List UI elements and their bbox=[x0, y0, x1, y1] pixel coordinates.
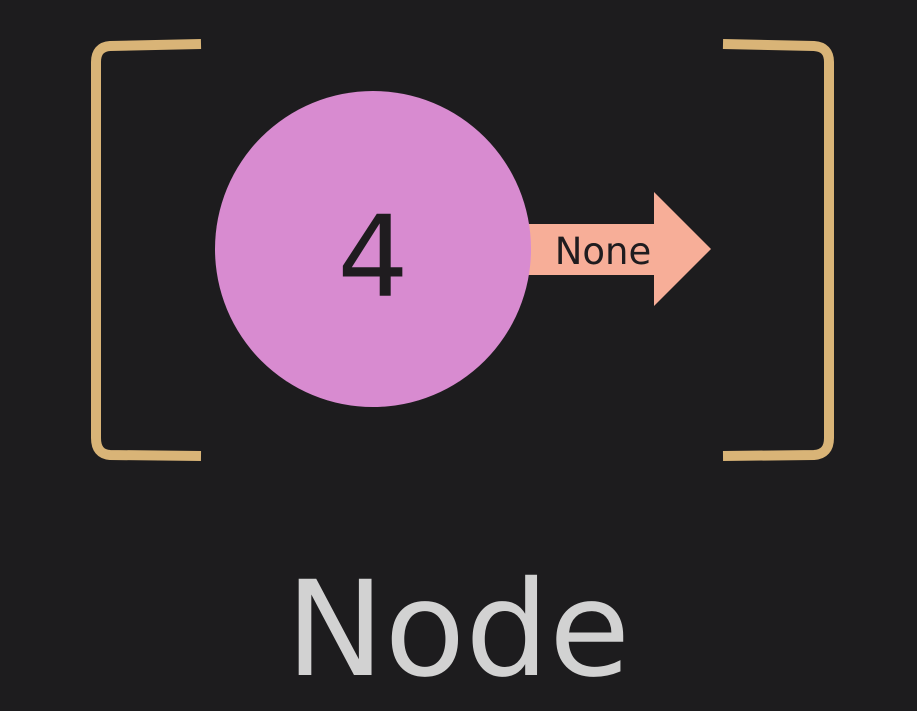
node-caption: Node bbox=[286, 553, 631, 707]
node-value: 4 bbox=[337, 193, 408, 323]
right-bracket bbox=[722, 39, 834, 461]
left-bracket bbox=[91, 39, 202, 461]
next-pointer-arrow bbox=[505, 192, 711, 306]
node-value-circle bbox=[215, 91, 531, 407]
next-pointer-label: None bbox=[555, 230, 652, 273]
